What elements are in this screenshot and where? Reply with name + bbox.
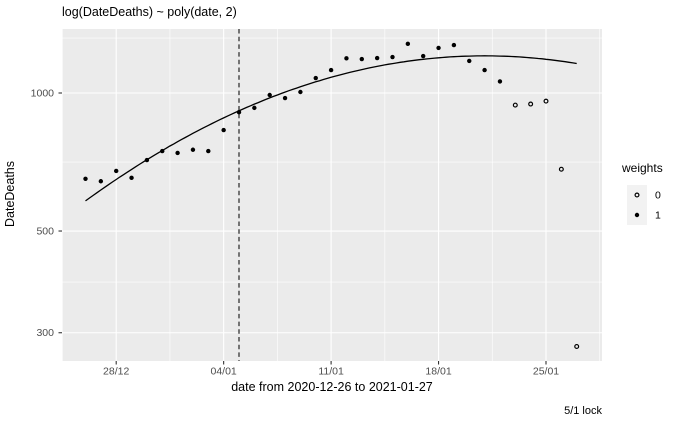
x-tick-label: 25/01 [533,366,559,378]
data-point-weight-1 [206,148,211,154]
data-point-weight-1 [221,127,226,133]
smooth-curve-layer [85,55,577,202]
data-point-weight-1 [298,89,303,95]
y-axis-title: DateDeaths [3,161,17,227]
data-point-weight-1 [83,176,88,181]
data-point-weight-1 [252,105,257,111]
data-point-weight-1 [374,55,380,61]
legend-key-weight-0 [627,185,647,205]
data-point-weight-0 [512,102,518,108]
x-tick-label: 28/12 [103,366,129,378]
data-point-weight-0 [574,343,580,349]
data-point-weight-1 [282,95,288,101]
data-point-weight-1 [267,92,272,98]
data-point-weight-1 [436,45,441,51]
y-tick-label: 300 [36,327,54,339]
open-circle-marker-icon [634,192,640,198]
x-tick-label: 04/01 [211,366,237,378]
x-tick-label: 18/01 [425,366,451,378]
data-point-weight-1 [390,54,395,60]
data-point-weight-1 [328,67,334,73]
data-point-weight-1 [129,175,134,181]
x-tick-label: 11/01 [318,366,344,378]
data-point-weight-1 [175,150,180,156]
axis-ticks-layer [58,92,547,365]
legend-label-1: 1 [655,210,661,222]
axis-tick-labels-layer: 28/12 04/01 11/01 18/01 25/01 1000 500 300 [31,88,560,378]
minor-gridlines [62,29,602,361]
y-tick-label: 500 [36,226,54,238]
data-point-weight-0 [543,98,549,104]
data-point-weight-1 [467,58,472,64]
legend: weights 0 1 [621,161,663,225]
data-point-weight-1 [190,147,196,152]
data-point-weight-1 [114,168,119,174]
data-point-weight-1 [98,179,104,184]
legend-label-0: 0 [655,190,661,202]
x-axis-title: date from 2020-12-26 to 2021-01-27 [231,380,433,394]
data-point-weight-1 [451,42,457,48]
plot-title: log(DateDeaths) ~ poly(date, 2) [62,5,237,19]
smooth-curve [85,55,577,202]
caption: 5/1 lock [564,405,602,417]
data-point-weight-1 [497,79,503,84]
data-point-weight-0 [528,101,534,107]
y-tick-label: 1000 [31,88,55,100]
data-point-weight-1 [344,56,349,61]
filled-circle-marker-icon [634,212,640,218]
data-point-weight-1 [359,56,364,62]
panel-background [62,29,602,361]
legend-title: weights [621,161,663,175]
major-gridlines [62,29,602,361]
data-point-weight-1 [482,67,487,73]
data-point-weight-1 [405,41,411,47]
data-point-weight-1 [313,75,318,81]
data-point-weight-0 [558,166,564,172]
data-point-weight-1 [421,53,426,59]
